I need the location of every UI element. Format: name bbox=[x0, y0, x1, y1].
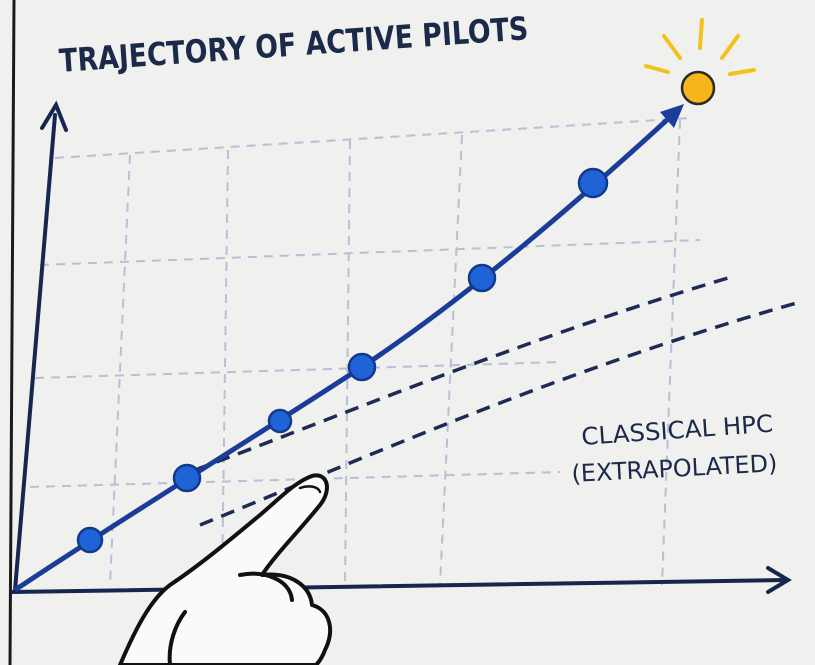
illustration: TRAJECTORY OF ACTIVE PILOTS CLASSICAL HP… bbox=[0, 0, 815, 665]
point bbox=[579, 169, 607, 197]
point bbox=[269, 410, 291, 432]
point bbox=[469, 265, 495, 291]
point bbox=[349, 354, 375, 380]
point bbox=[78, 528, 102, 552]
point bbox=[174, 465, 200, 491]
sun-core bbox=[682, 72, 714, 104]
